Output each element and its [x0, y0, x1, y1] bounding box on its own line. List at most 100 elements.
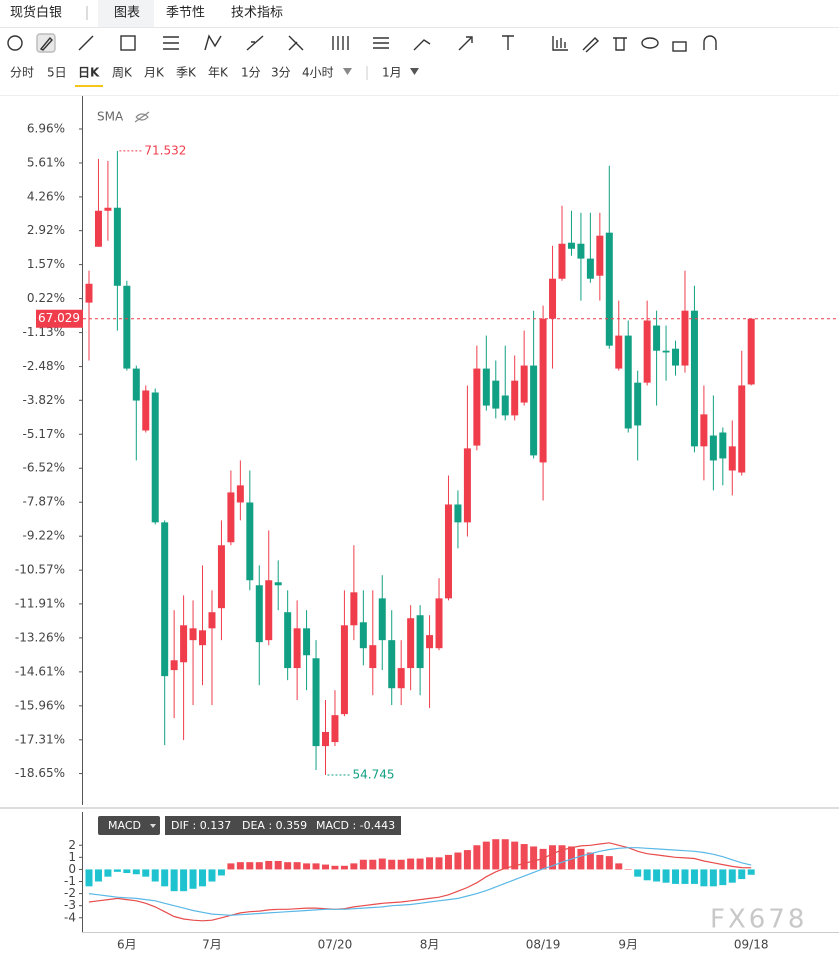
y-tick-label: 6.96%: [27, 121, 65, 135]
y-tick-label: 4.26%: [27, 189, 65, 203]
macd-bar: [728, 869, 736, 883]
readout: DIF : 0.137: [171, 819, 231, 832]
icon[interactable]: [413, 39, 431, 51]
period[interactable]: 3分: [271, 66, 291, 80]
candle-body: [473, 368, 481, 446]
y-tick-label: -13.26%: [15, 630, 65, 644]
y-tick-label: -3.82%: [23, 393, 65, 407]
macd-bar: [672, 869, 680, 884]
period[interactable]: 周K: [112, 66, 133, 80]
y-tick-label: -9.22%: [23, 529, 65, 543]
candle-body: [719, 432, 727, 459]
candle-body: [709, 435, 717, 461]
tab[interactable]: 图表: [114, 6, 140, 21]
period[interactable]: 年K: [208, 66, 229, 80]
period[interactable]: 1分: [241, 66, 261, 80]
icon[interactable]: [332, 36, 349, 50]
macd-bar: [624, 869, 632, 870]
y-tick-label: -7.87%: [23, 495, 65, 509]
macd-bar: [189, 869, 197, 889]
period-active[interactable]: 日K: [78, 66, 100, 80]
dropdown-arrow[interactable]: [410, 68, 419, 75]
y-tick-label: -5.17%: [23, 427, 65, 441]
dif-line: [88, 842, 752, 922]
period[interactable]: 分时: [10, 66, 34, 80]
y-tick-label: -1.13%: [23, 325, 65, 339]
candle-body: [728, 446, 736, 471]
x-tick-label: 8月: [420, 938, 440, 952]
hide-icon[interactable]: [134, 111, 150, 123]
icon[interactable]: [163, 36, 179, 50]
candle-body: [142, 390, 150, 431]
x-tick-label: 9月: [618, 938, 638, 952]
candle-body: [596, 235, 604, 276]
candle-body: [586, 258, 594, 279]
candle-body: [378, 598, 386, 641]
candle-body: [558, 243, 566, 279]
macd-bar: [596, 854, 604, 870]
tab[interactable]: 技术指标: [231, 6, 283, 21]
macd-bar: [501, 839, 509, 870]
period[interactable]: 5日: [47, 66, 67, 80]
icon[interactable]: [288, 35, 304, 51]
period[interactable]: 月K: [144, 66, 165, 80]
macd-bar: [265, 860, 273, 870]
icon[interactable]: [672, 41, 687, 52]
icon[interactable]: [120, 35, 136, 51]
candle-body: [265, 580, 273, 641]
icon[interactable]: [246, 35, 264, 51]
candle-body: [132, 368, 140, 401]
period[interactable]: 季K: [176, 66, 197, 80]
indicator-select[interactable]: [98, 816, 160, 835]
icon[interactable]: [703, 35, 717, 50]
icon[interactable]: [7, 35, 23, 51]
macd-bar: [643, 869, 651, 881]
range[interactable]: 1月: [382, 66, 402, 80]
period[interactable]: 4小时: [302, 66, 334, 80]
y-tick-label: -18.65%: [15, 766, 65, 780]
candle-body: [407, 618, 415, 669]
macd-bar: [369, 859, 377, 870]
candle-body: [293, 628, 301, 669]
tab[interactable]: 季节性: [166, 6, 205, 21]
macd-bar: [274, 860, 282, 870]
y-tick-label: 1.57%: [27, 257, 65, 271]
candle-body: [94, 210, 102, 247]
dropdown-arrow[interactable]: [343, 68, 352, 75]
icon[interactable]: [502, 35, 514, 50]
macd-bar: [549, 845, 557, 870]
candle-body: [530, 365, 538, 456]
icon[interactable]: [373, 37, 389, 49]
macd-bar: [463, 850, 471, 870]
icon[interactable]: [613, 37, 627, 51]
icon[interactable]: [458, 36, 473, 51]
period-bar: 分时 5日 日K 周K 月K 季K 年K 1分 3分 4小时 1月: [10, 66, 419, 80]
macd-bar: [662, 869, 670, 883]
macd-tick-label: -4: [64, 910, 76, 924]
macd-bar: [435, 857, 443, 870]
x-tick-label: 08/19: [526, 938, 561, 952]
icon[interactable]: [582, 37, 600, 53]
candle-body: [312, 658, 320, 747]
icon[interactable]: [552, 36, 568, 51]
candle-body: [151, 392, 159, 523]
candle-body: [643, 320, 651, 383]
toolbar: [7, 33, 717, 53]
candle-body: [634, 382, 642, 426]
y-tick-label: 2.92%: [27, 223, 65, 237]
y-tick-label: -11.91%: [15, 596, 65, 610]
icon[interactable]: [204, 34, 222, 51]
candle-body: [369, 645, 377, 669]
candle-body: [511, 380, 519, 416]
dropdown-arrow[interactable]: [150, 824, 156, 828]
icon[interactable]: [39, 36, 53, 51]
macd-bar: [132, 869, 140, 875]
macd-bar: [227, 863, 235, 870]
icon[interactable]: [78, 35, 94, 51]
macd-bar: [700, 869, 708, 887]
macd-bar: [113, 869, 121, 872]
candle-body: [653, 325, 661, 351]
y-tick-label: -15.96%: [15, 698, 65, 712]
icon[interactable]: [641, 37, 659, 49]
candle-body: [605, 232, 613, 346]
